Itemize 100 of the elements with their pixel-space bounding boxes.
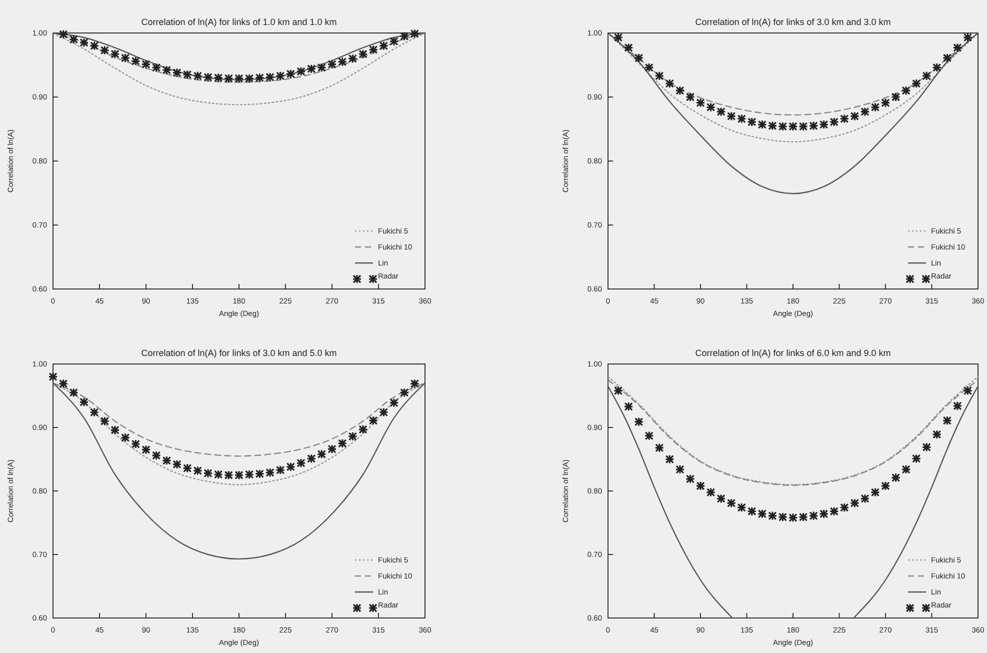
point	[296, 458, 306, 468]
point	[808, 121, 818, 131]
point	[327, 60, 337, 70]
point	[798, 512, 808, 522]
point	[358, 424, 368, 434]
point	[378, 407, 388, 418]
point	[224, 470, 234, 480]
point	[276, 71, 286, 81]
point	[890, 472, 901, 482]
point	[890, 92, 901, 102]
point	[358, 49, 368, 59]
point	[932, 62, 942, 72]
point	[296, 66, 306, 76]
point	[685, 474, 696, 484]
point	[860, 106, 870, 117]
point	[840, 502, 850, 512]
point	[696, 481, 706, 491]
point	[654, 443, 664, 453]
chart-title: Correlation of ln(A) for links of 3.0 km and 3.0 km	[695, 17, 891, 27]
point	[378, 41, 388, 51]
point	[316, 62, 326, 72]
point	[338, 57, 348, 67]
point	[912, 78, 922, 88]
line-series	[608, 33, 978, 194]
point	[962, 386, 973, 396]
point	[48, 372, 58, 382]
point	[922, 71, 932, 81]
point	[840, 114, 850, 124]
point	[400, 31, 410, 41]
point	[110, 425, 120, 435]
point	[389, 398, 399, 408]
point	[778, 122, 788, 132]
point	[922, 442, 932, 452]
point	[942, 416, 952, 426]
point	[68, 388, 78, 398]
point	[912, 454, 922, 464]
point	[962, 32, 973, 42]
point	[306, 454, 316, 464]
point	[850, 498, 860, 508]
point	[338, 438, 348, 448]
point	[644, 62, 654, 72]
point	[932, 430, 942, 440]
chart-title: Correlation of ln(A) for links of 3.0 km and 5.0 km	[141, 348, 337, 358]
point	[675, 464, 685, 474]
point	[613, 386, 624, 396]
point	[819, 509, 829, 519]
point	[244, 470, 254, 480]
point	[706, 487, 716, 498]
point	[644, 430, 654, 441]
point	[870, 487, 880, 498]
point	[100, 416, 110, 426]
point	[203, 72, 213, 82]
point	[58, 378, 68, 388]
line-series	[53, 382, 425, 457]
point	[624, 42, 634, 53]
point	[634, 53, 644, 63]
point	[788, 512, 798, 522]
point	[664, 78, 674, 88]
point	[389, 36, 399, 46]
point	[880, 98, 890, 108]
point	[234, 74, 244, 84]
point	[286, 69, 296, 79]
point	[265, 468, 275, 478]
point	[348, 432, 358, 442]
point	[664, 454, 674, 464]
point	[90, 407, 100, 418]
line-series	[53, 33, 425, 106]
point	[654, 71, 664, 81]
point	[265, 72, 275, 82]
point	[368, 44, 378, 54]
point	[798, 122, 808, 132]
point	[808, 510, 818, 521]
chart-title: Correlation of ln(A) for links of 1.0 km and 1.0 km	[141, 17, 337, 27]
point	[675, 86, 685, 96]
point	[880, 481, 890, 491]
point	[624, 402, 634, 412]
point	[348, 54, 358, 64]
point	[942, 53, 952, 63]
point	[901, 86, 911, 96]
point	[952, 401, 962, 411]
point	[286, 462, 296, 472]
point	[901, 464, 911, 474]
point	[613, 32, 624, 42]
point	[850, 111, 860, 121]
line-series	[53, 382, 425, 486]
point	[276, 465, 286, 475]
point	[254, 469, 264, 479]
point	[254, 73, 264, 83]
point	[368, 416, 378, 426]
point	[79, 397, 89, 407]
point	[819, 120, 829, 130]
point	[788, 122, 798, 132]
point	[120, 432, 130, 442]
chart-title: Correlation of ln(A) for links of 6.0 km and 9.0 km	[695, 348, 891, 358]
point	[829, 506, 839, 516]
point	[244, 74, 254, 84]
point	[634, 416, 644, 427]
point	[327, 444, 337, 454]
point	[952, 42, 962, 53]
point	[316, 449, 326, 459]
